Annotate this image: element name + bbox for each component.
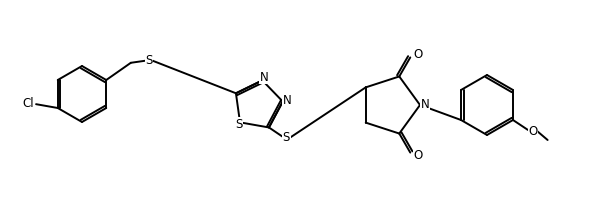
Text: O: O [529,124,537,138]
Text: O: O [414,48,423,61]
Text: N: N [421,99,430,112]
Text: S: S [145,54,152,67]
Text: S: S [283,131,290,144]
Text: N: N [283,94,291,107]
Text: N: N [260,71,268,84]
Text: Cl: Cl [22,97,34,110]
Text: S: S [235,118,242,131]
Text: O: O [414,149,423,162]
